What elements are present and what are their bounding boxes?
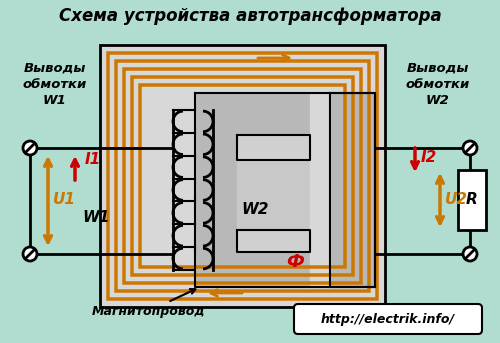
FancyBboxPatch shape bbox=[458, 170, 486, 230]
Text: Магнитопровод: Магнитопровод bbox=[91, 289, 205, 318]
Polygon shape bbox=[237, 230, 330, 252]
Text: Ф: Ф bbox=[286, 253, 304, 271]
Polygon shape bbox=[237, 135, 330, 160]
Text: http://electrik.info/: http://electrik.info/ bbox=[321, 312, 455, 326]
Circle shape bbox=[23, 247, 37, 261]
Text: I1: I1 bbox=[85, 153, 101, 167]
Text: I2: I2 bbox=[421, 151, 437, 166]
Text: U2: U2 bbox=[445, 192, 468, 208]
Polygon shape bbox=[310, 252, 330, 287]
Polygon shape bbox=[195, 93, 375, 287]
Text: W1: W1 bbox=[82, 211, 110, 225]
Circle shape bbox=[463, 247, 477, 261]
Text: R: R bbox=[466, 192, 478, 208]
Text: Выводы
обмотки
W2: Выводы обмотки W2 bbox=[406, 62, 470, 107]
Text: W2: W2 bbox=[241, 202, 269, 217]
Text: U1: U1 bbox=[53, 192, 76, 208]
FancyBboxPatch shape bbox=[100, 45, 385, 307]
Polygon shape bbox=[310, 135, 330, 252]
FancyBboxPatch shape bbox=[294, 304, 482, 334]
Circle shape bbox=[463, 141, 477, 155]
Polygon shape bbox=[310, 93, 330, 135]
Polygon shape bbox=[237, 160, 310, 230]
Text: Схема устройства автотрансформатора: Схема устройства автотрансформатора bbox=[58, 7, 442, 25]
Text: Выводы
обмотки
W1: Выводы обмотки W1 bbox=[23, 62, 87, 107]
Circle shape bbox=[23, 141, 37, 155]
